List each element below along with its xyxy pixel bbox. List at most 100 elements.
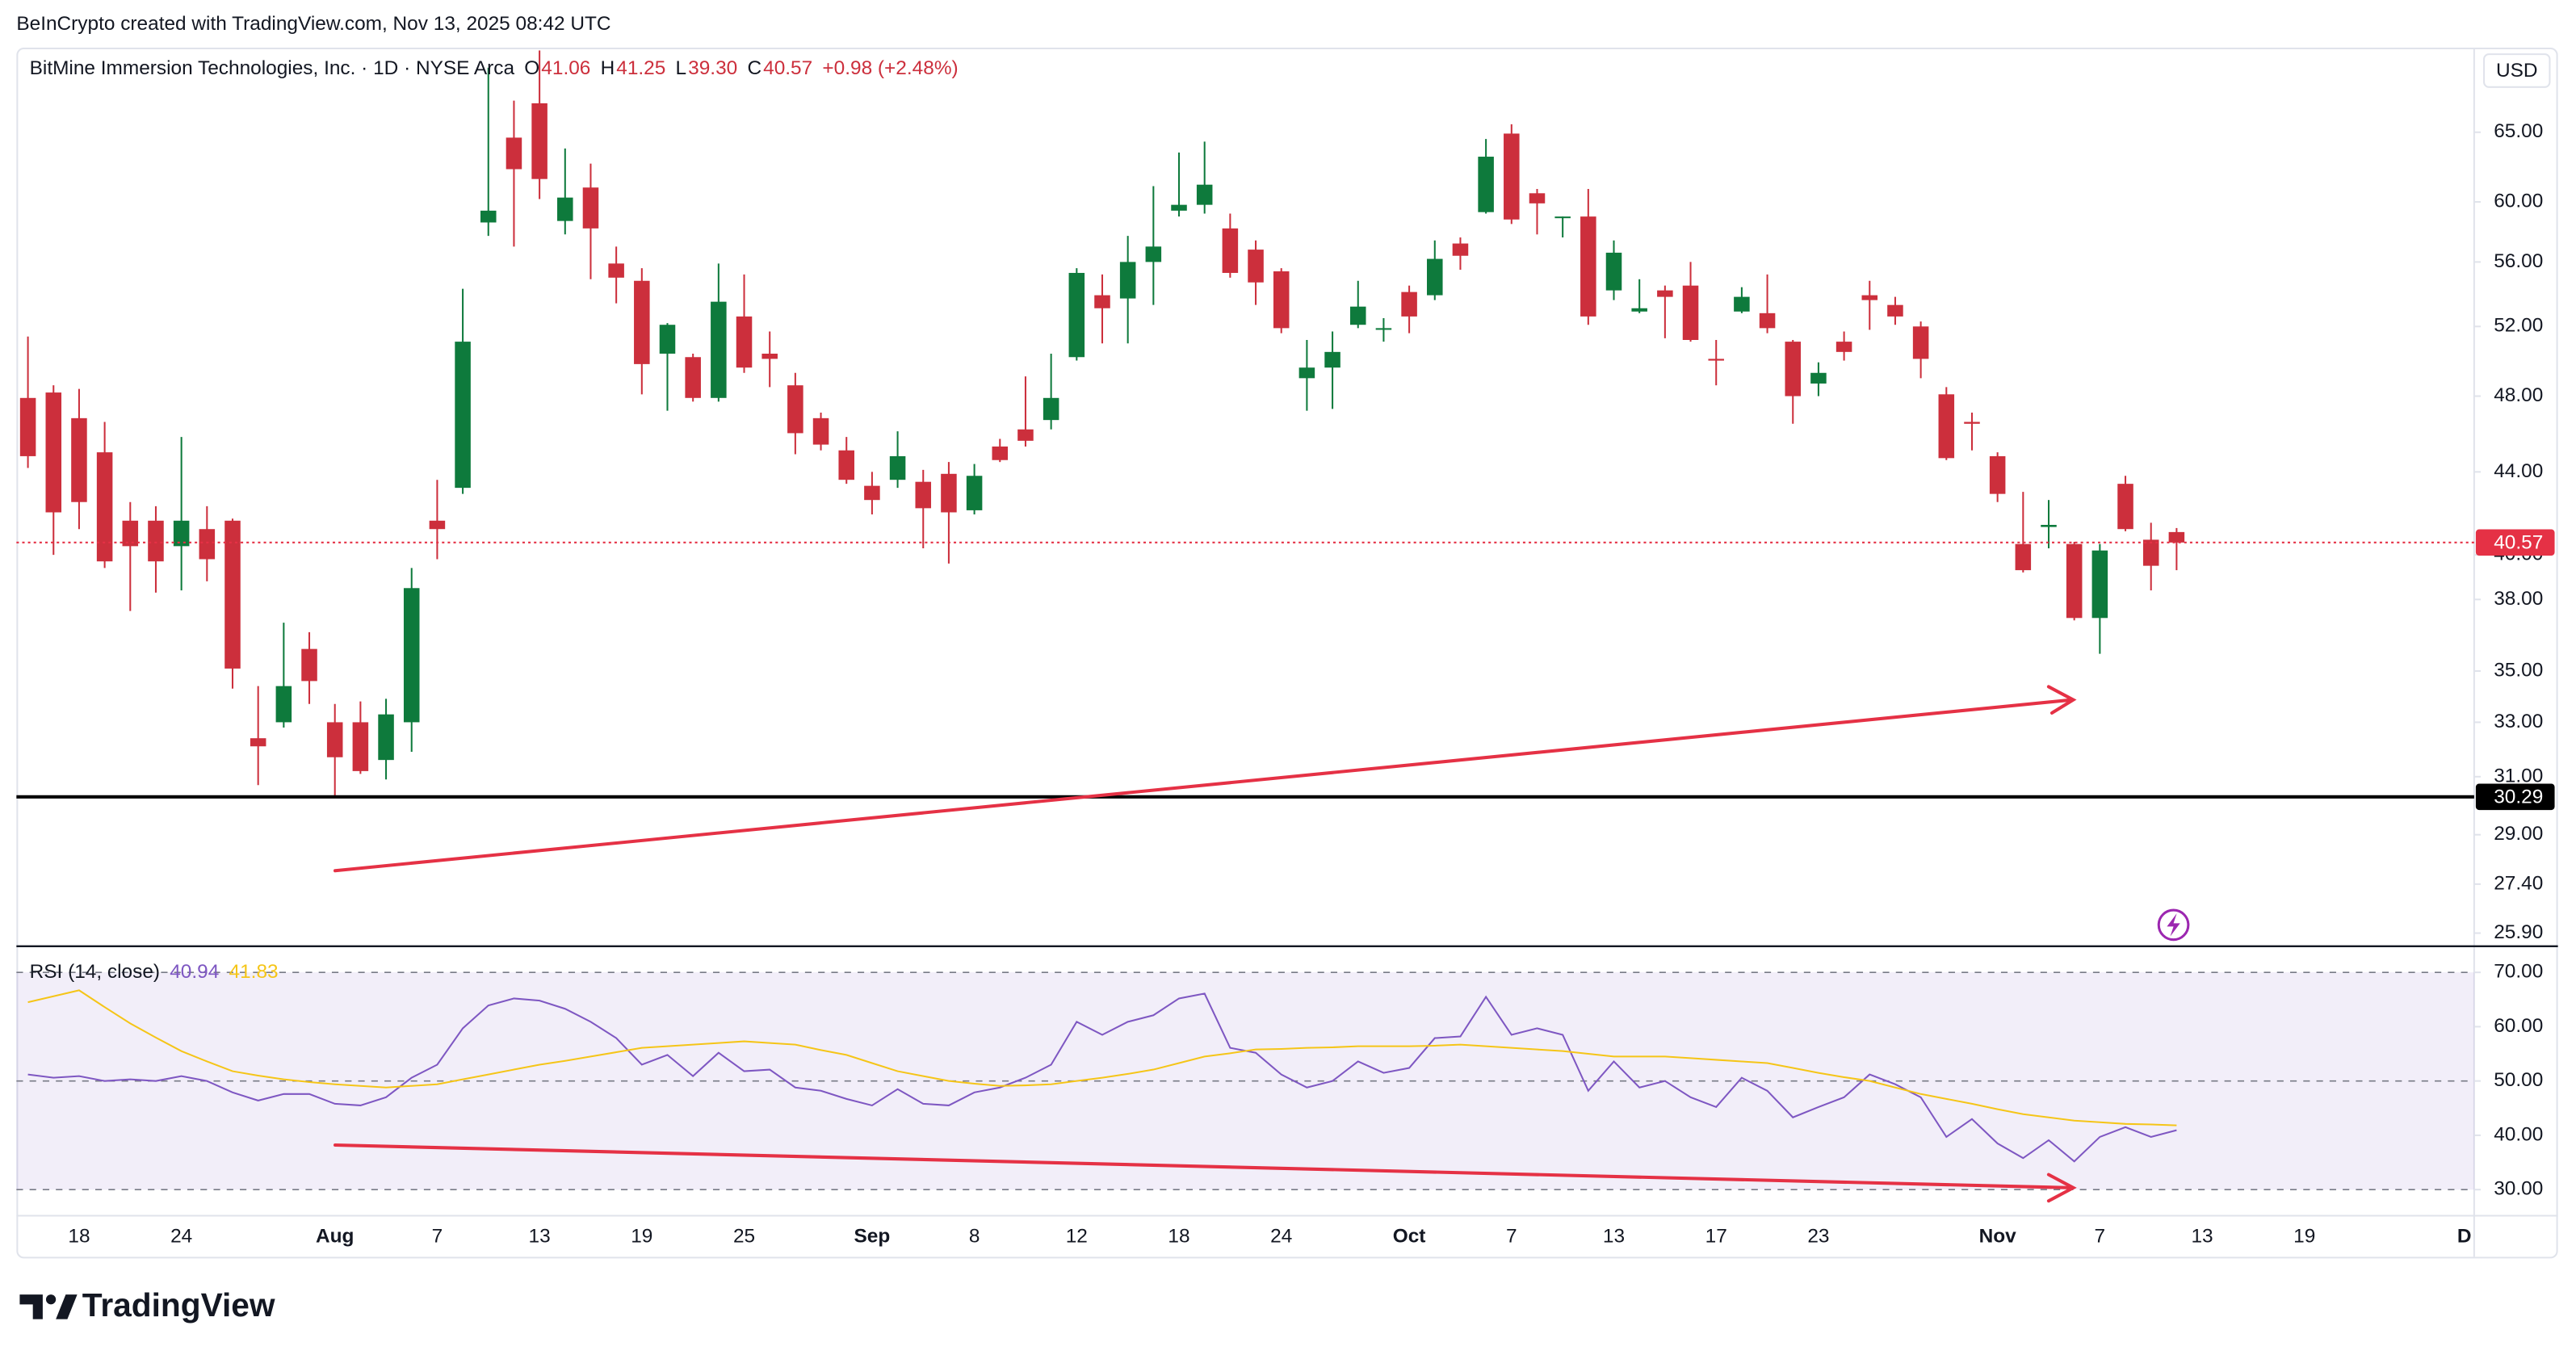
candle-body [378, 714, 394, 761]
candle-body [634, 280, 650, 364]
ohlc-value: 39.30 [688, 57, 737, 79]
candle-body [1631, 308, 1647, 312]
candle-body [173, 520, 190, 547]
y-tick-label: 38.00 [2494, 588, 2543, 610]
candle-body [1759, 313, 1776, 329]
currency: USD [2496, 60, 2538, 82]
candle-body [1657, 290, 1673, 297]
candle-body [736, 316, 753, 368]
candle-body [1452, 243, 1469, 256]
y-tick-label: 31.00 [2494, 765, 2543, 787]
ohlc-value: 40.57 [763, 57, 812, 79]
x-tick-label: Nov [1979, 1225, 2017, 1247]
ohlc-value: 41.06 [541, 57, 590, 79]
candle-body [2066, 543, 2083, 619]
y-tick-label: 52.00 [2494, 315, 2543, 337]
price-label: 40.57 [2494, 531, 2543, 553]
candle-body [1912, 326, 1929, 359]
candle-body [1785, 342, 1802, 396]
candle-body [1094, 295, 1110, 308]
candle-body [1401, 292, 1417, 317]
y-tick-label: 29.00 [2494, 823, 2543, 845]
candle-body [2041, 524, 2057, 527]
candle-body [275, 686, 292, 723]
candle-body [1068, 272, 1085, 358]
candle-body [326, 722, 343, 757]
candle-body [1427, 258, 1443, 296]
candle-body [250, 738, 266, 747]
y-tick-label: 60.00 [2494, 1015, 2543, 1037]
x-tick-label: 25 [733, 1225, 755, 1247]
candle-body [1836, 342, 1852, 352]
x-tick-label: 24 [1270, 1225, 1292, 1247]
candle-body [992, 446, 1009, 460]
candle-body [685, 357, 701, 398]
ohlc-value: 41.25 [616, 57, 665, 79]
candle-body [659, 325, 676, 354]
x-tick-label: 7 [432, 1225, 443, 1247]
x-tick-label: 24 [170, 1225, 192, 1247]
change: +0.98 (+2.48%) [822, 57, 958, 79]
candle-body [1273, 271, 1290, 329]
candle-body [966, 476, 983, 510]
candle-body [1964, 422, 1980, 424]
candle-body [1222, 228, 1239, 273]
candle-body [761, 353, 778, 359]
candle-body [1145, 246, 1162, 262]
ohlc-label: H [601, 57, 615, 79]
candle-body [1887, 304, 1903, 317]
candle-body [1708, 359, 1724, 361]
x-tick-label: 7 [1506, 1225, 1517, 1247]
candle-body [2142, 539, 2159, 566]
candle-body [2117, 484, 2133, 530]
candle-body [812, 417, 829, 445]
candle-body [1375, 328, 1392, 330]
rsi-legend-value: 41.83 [229, 961, 279, 983]
currency-box [2483, 53, 2551, 88]
candle-body [838, 450, 854, 480]
candle-body [711, 301, 727, 398]
candle-body [1349, 306, 1366, 325]
y-tick-label: 60.00 [2494, 190, 2543, 212]
candle-body [787, 385, 803, 434]
candle-body [1324, 351, 1340, 368]
x-tick-label: 19 [2293, 1225, 2315, 1247]
candle-body [1529, 193, 1546, 203]
candle-body [2168, 531, 2185, 543]
candle-body [889, 455, 906, 480]
candle-body [199, 529, 216, 560]
y-tick-label: 40.00 [2494, 1123, 2543, 1145]
x-tick-label: 18 [68, 1225, 90, 1247]
symbol-title: BitMine Immersion Technologies, Inc. · 1… [30, 57, 515, 79]
ohlc-label: C [747, 57, 761, 79]
x-tick-label: 17 [1705, 1225, 1727, 1247]
candle-body [352, 722, 369, 771]
candle-body [1478, 157, 1494, 212]
candle-body [1682, 285, 1699, 340]
candle-body [96, 452, 113, 562]
candle-body [1989, 455, 2006, 494]
ohlc-label: O [524, 57, 539, 79]
x-tick-label: 12 [1066, 1225, 1088, 1247]
candle-body [2015, 543, 2032, 571]
x-tick-label: 7 [2095, 1225, 2106, 1247]
y-tick-label: 56.00 [2494, 250, 2543, 272]
x-tick-label: 13 [529, 1225, 551, 1247]
y-tick-label: 30.00 [2494, 1178, 2543, 1200]
candle-body [403, 588, 420, 723]
candle-body [1861, 295, 1878, 300]
candle-body [582, 187, 599, 229]
candle-body [941, 473, 957, 513]
candle-body [1248, 250, 1264, 283]
axes: 65.00 60.00 56.00 52.00 48.00 44.00 40.00 38.00… [68, 120, 2555, 1247]
brand: TradingView [82, 1286, 275, 1324]
x-tick-label: Aug [316, 1225, 354, 1247]
x-tick-label: Oct [1393, 1225, 1426, 1247]
candle-body [71, 417, 87, 502]
arrow-head [2046, 685, 2077, 715]
y-tick-label: 35.00 [2494, 659, 2543, 681]
price-label-box [2475, 529, 2555, 556]
candle-body [1734, 296, 1750, 312]
